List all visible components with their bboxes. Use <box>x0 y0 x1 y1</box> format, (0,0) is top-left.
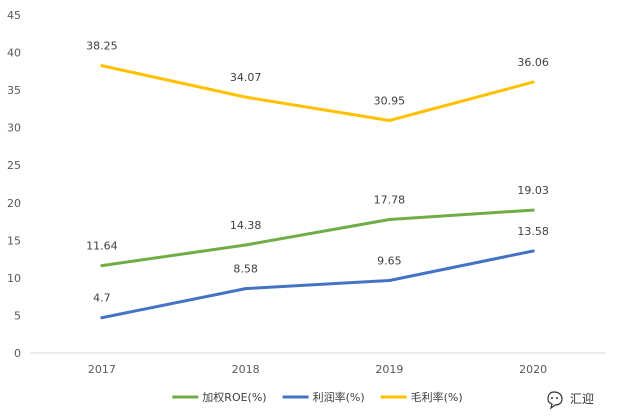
data-point <box>531 208 535 212</box>
y-tick-label: 45 <box>7 9 21 22</box>
data-point <box>387 217 391 221</box>
legend-label: 利润率(%) <box>313 390 365 404</box>
series-layer <box>100 64 535 320</box>
y-tick-label: 0 <box>14 347 21 360</box>
data-label: 4.7 <box>93 292 111 305</box>
data-label: 14.38 <box>230 219 262 232</box>
data-point <box>100 264 104 268</box>
x-tick-label: 2019 <box>375 363 403 376</box>
y-tick-label: 25 <box>7 159 21 172</box>
series-line <box>100 64 535 122</box>
data-label: 38.25 <box>86 40 118 53</box>
legend-item: 毛利率(%) <box>380 390 463 404</box>
y-tick-label: 35 <box>7 84 21 97</box>
data-point <box>531 80 535 84</box>
data-point <box>531 249 535 253</box>
y-tick-label: 15 <box>7 234 21 247</box>
data-label: 8.58 <box>233 263 258 276</box>
x-axis: 2017 2018 2019 2020 <box>88 363 547 376</box>
y-axis: 0 5 10 15 20 25 30 35 40 45 <box>7 9 21 360</box>
x-tick-label: 2017 <box>88 363 116 376</box>
legend-label: 毛利率(%) <box>411 390 463 404</box>
data-point <box>100 64 104 68</box>
data-label: 17.78 <box>374 193 406 206</box>
y-tick-label: 5 <box>14 309 21 322</box>
data-label: 9.65 <box>377 255 402 268</box>
data-label: 13.58 <box>517 225 549 238</box>
data-labels: 11.64 14.38 17.78 19.03 4.7 8.58 9.65 13.58 38.2… <box>86 40 549 305</box>
series-line <box>100 249 535 320</box>
data-point <box>387 119 391 123</box>
legend-item: 利润率(%) <box>282 390 365 404</box>
y-tick-label: 30 <box>7 122 21 135</box>
legend-item: 加权ROE(%) <box>172 391 267 404</box>
data-label: 19.03 <box>517 184 549 197</box>
data-point <box>244 95 248 99</box>
data-point <box>100 316 104 320</box>
data-label: 34.07 <box>230 71 262 84</box>
watermark-text: 汇迎 <box>570 392 594 406</box>
data-point <box>244 287 248 291</box>
y-tick-label: 10 <box>7 272 21 285</box>
legend: 加权ROE(%) 利润率(%) 毛利率(%) <box>172 390 463 404</box>
x-tick-label: 2020 <box>519 363 547 376</box>
data-label: 36.06 <box>517 56 549 69</box>
x-tick-label: 2018 <box>232 363 260 376</box>
data-point <box>387 279 391 283</box>
y-tick-label: 40 <box>7 47 21 60</box>
data-label: 30.95 <box>374 95 406 108</box>
data-label: 11.64 <box>86 240 118 253</box>
data-point <box>244 243 248 247</box>
y-tick-label: 20 <box>7 197 21 210</box>
legend-label: 加权ROE(%) <box>202 391 266 404</box>
chat-bubble-icon <box>547 391 563 410</box>
series-line <box>100 208 535 268</box>
watermark: 汇迎 <box>547 391 594 410</box>
